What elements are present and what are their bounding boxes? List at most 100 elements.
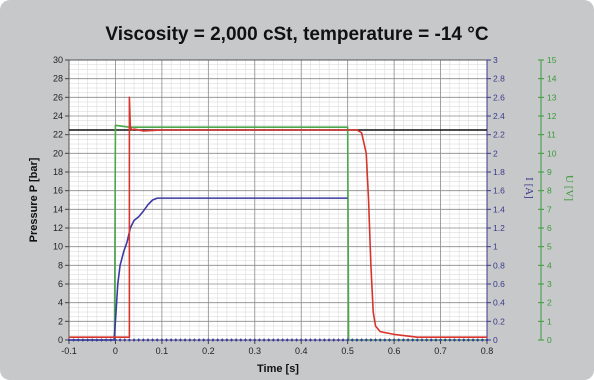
baseline-marker <box>211 338 215 342</box>
y3-tick-label: 12 <box>547 111 557 121</box>
y-tick-label: 28 <box>53 74 63 84</box>
x-tick-label: 0.2 <box>202 346 215 356</box>
baseline-marker <box>71 338 76 342</box>
y2-tick-label: 1.8 <box>493 167 505 177</box>
y2-tick-label: 1 <box>493 242 498 252</box>
baseline-marker <box>81 338 85 342</box>
y-tick-label: 30 <box>53 55 63 65</box>
y3-tick-label: 1 <box>547 316 552 326</box>
y2-tick-label: 0 <box>493 335 498 345</box>
x-axis-ticks: -0.1 0 0.1 0.2 0.3 0.4 0.5 0.6 0.7 0.8 <box>61 338 493 356</box>
series-line-p <box>69 96 487 339</box>
baseline-marker <box>234 338 238 342</box>
baseline-marker <box>229 338 234 342</box>
y3-tick-label: 3 <box>547 279 552 289</box>
y2-tick-label: 1.6 <box>493 186 505 196</box>
baseline-marker <box>174 338 178 342</box>
y2-tick-label: 3 <box>493 55 498 65</box>
baseline-marker <box>169 338 173 342</box>
chart-title: Viscosity = 2,000 cSt, temperature = -14… <box>105 24 488 45</box>
y3-tick-label: 13 <box>547 92 557 102</box>
series-group <box>69 96 487 341</box>
baseline-marker <box>141 338 146 342</box>
y3-tick-label: 8 <box>547 186 552 196</box>
y2-tick-label: 1.4 <box>493 204 505 214</box>
baseline-marker <box>178 338 183 342</box>
y-tick-label: 4 <box>58 298 63 308</box>
y-tick-label: 24 <box>53 111 63 121</box>
y3-tick-label: 7 <box>547 204 552 214</box>
y3-tick-label: 11 <box>547 130 556 140</box>
y3-tick-label: 5 <box>547 242 552 252</box>
y3-tick-label: 2 <box>547 298 552 308</box>
x-tick-label: 0 <box>113 346 118 356</box>
y-tick-label: 20 <box>53 148 63 158</box>
baseline-marker <box>109 338 113 342</box>
baseline-marker <box>146 338 150 342</box>
baseline-marker <box>150 338 155 342</box>
baseline-marker <box>253 338 257 342</box>
baseline-marker <box>215 338 220 342</box>
y3-tick-label: 4 <box>547 260 552 270</box>
y-tick-label: 26 <box>53 92 63 102</box>
minor-grid <box>69 60 487 340</box>
y-tick-label: 22 <box>53 130 63 140</box>
y-tick-label: 2 <box>58 316 63 326</box>
baseline-marker <box>206 338 211 342</box>
y3-axis-label: U [V] <box>563 175 575 201</box>
y-tick-label: 10 <box>53 242 63 252</box>
baseline-marker <box>243 338 248 342</box>
baseline-marker <box>188 338 192 342</box>
y-tick-label: 8 <box>58 260 63 270</box>
y2-tick-label: 2.6 <box>493 92 505 102</box>
y2-axis-ticks: 0 0.2 0.4 0.6 0.8 1 1.2 1.4 1.6 1.8 2 2.2 2.4 2.6 2.8 3 <box>487 55 505 345</box>
x-tick-label: 0.1 <box>156 346 169 356</box>
baseline-marker <box>248 338 252 342</box>
y-axis-label: Pressure P [bar] <box>28 157 40 242</box>
y-tick-label: 6 <box>58 279 63 289</box>
baseline-marker <box>192 338 197 342</box>
baseline-marker <box>201 338 206 342</box>
x-tick-label: 0.4 <box>295 346 308 356</box>
baseline-marker <box>160 338 164 342</box>
y-tick-label: 0 <box>58 335 63 345</box>
y2-tick-label: 0.6 <box>493 279 505 289</box>
baseline-marker <box>127 338 132 342</box>
y3-tick-label: 15 <box>547 55 557 65</box>
series-line-u <box>69 124 487 341</box>
x-tick-label: -0.1 <box>61 346 77 356</box>
y2-tick-label: 2 <box>493 148 498 158</box>
x-tick-label: 0.8 <box>481 346 494 356</box>
x-tick-label: 0.6 <box>388 346 401 356</box>
y3-tick-label: 14 <box>547 74 557 84</box>
y3-tick-label: 10 <box>547 148 557 158</box>
baseline-marker <box>239 338 243 342</box>
x-tick-label: 0.3 <box>249 346 262 356</box>
y2-tick-label: 1.2 <box>493 223 505 233</box>
baseline-marker <box>183 338 187 342</box>
y2-tick-label: 0.8 <box>493 260 505 270</box>
y2-axis-label: I [A] <box>523 177 535 199</box>
baseline-marker <box>132 338 136 342</box>
y-tick-label: 12 <box>53 223 63 233</box>
baseline-marker <box>155 338 159 342</box>
baseline-marker <box>136 338 141 342</box>
series-line-i <box>69 197 348 341</box>
y2-tick-label: 2.8 <box>493 74 505 84</box>
y3-tick-label: 0 <box>547 335 552 345</box>
y-tick-label: 18 <box>53 167 63 177</box>
baseline-marker <box>118 338 122 342</box>
y2-tick-label: 2.4 <box>493 111 505 121</box>
baseline-marker <box>225 338 229 342</box>
y2-tick-label: 0.2 <box>493 316 505 326</box>
baseline-marker <box>220 338 224 342</box>
y3-tick-label: 6 <box>547 223 552 233</box>
y-tick-label: 16 <box>53 186 63 196</box>
x-axis-label: Time [s] <box>257 363 299 375</box>
y2-tick-label: 2.2 <box>493 130 505 140</box>
x-tick-label: 0.7 <box>434 346 447 356</box>
y3-tick-label: 9 <box>547 167 552 177</box>
